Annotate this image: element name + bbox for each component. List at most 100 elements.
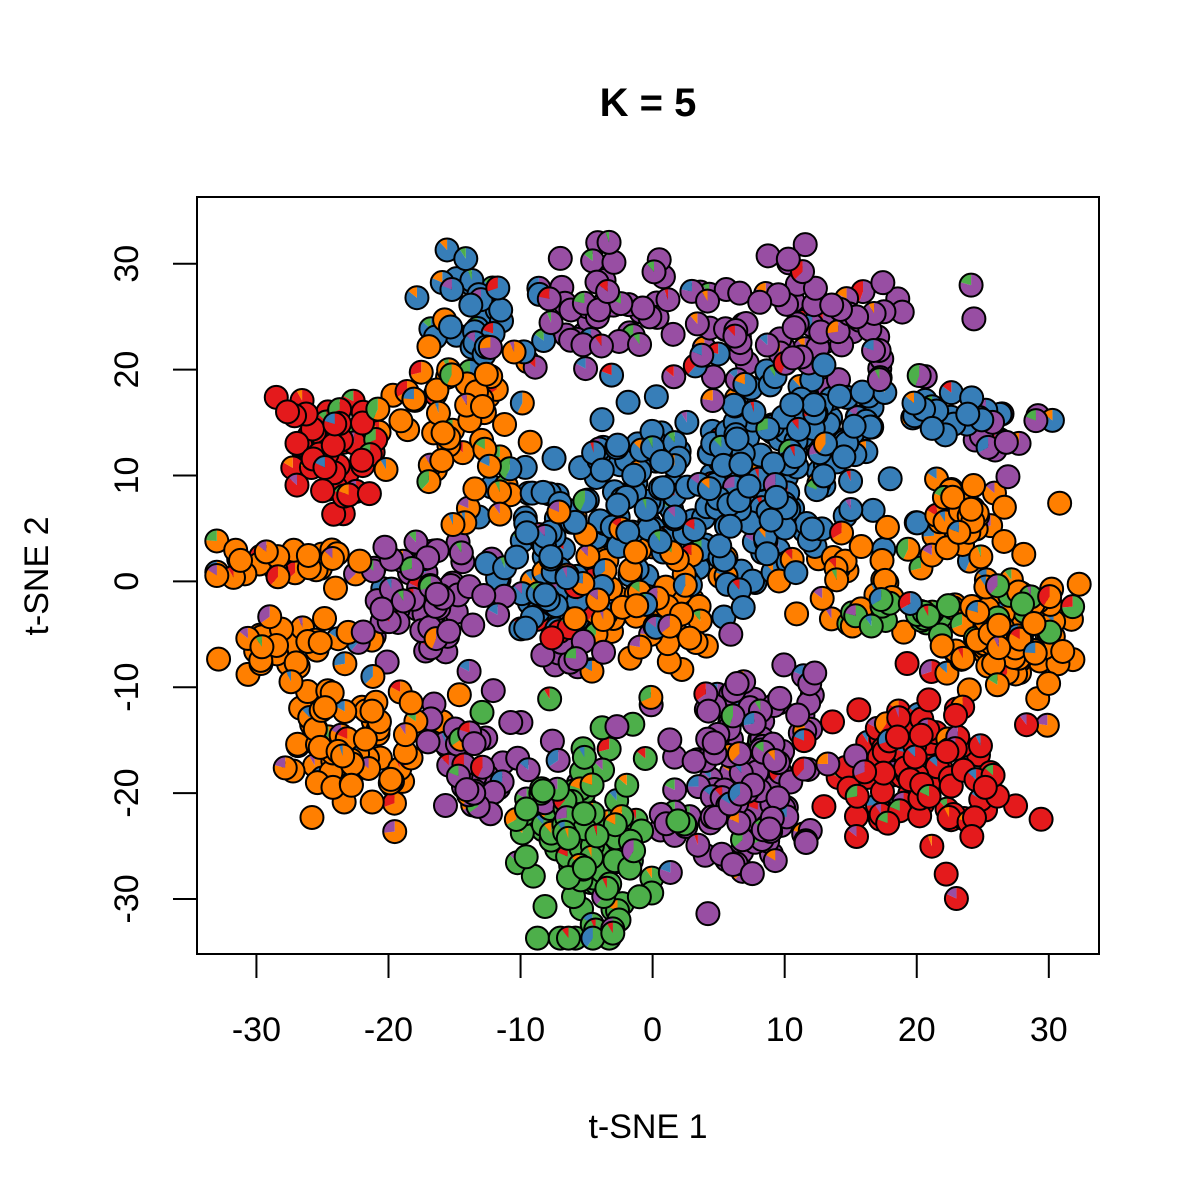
- data-point: [1060, 594, 1086, 620]
- data-point: [662, 504, 688, 530]
- data-point: [515, 757, 541, 783]
- data-point: [627, 634, 653, 660]
- data-point: [799, 516, 825, 542]
- data-point: [684, 311, 710, 337]
- x-tick-label: 10: [766, 1011, 804, 1049]
- data-point: [513, 796, 539, 822]
- data-point: [1028, 806, 1054, 832]
- data-point: [584, 823, 610, 849]
- data-point: [785, 702, 811, 728]
- data-point: [696, 476, 722, 502]
- data-point: [424, 581, 450, 607]
- data-point: [378, 766, 404, 792]
- data-point: [621, 462, 647, 488]
- data-point: [791, 728, 817, 754]
- data-point: [356, 481, 382, 507]
- data-point: [589, 407, 615, 433]
- data-point: [284, 472, 310, 498]
- x-tick-label: -20: [364, 1011, 413, 1049]
- y-tick-label: -10: [108, 663, 146, 712]
- data-point: [278, 669, 304, 695]
- data-point: [338, 772, 364, 798]
- data-point: [802, 275, 828, 301]
- data-point: [359, 698, 385, 724]
- data-point: [984, 573, 1010, 599]
- data-point: [868, 587, 894, 613]
- data-point: [1007, 626, 1033, 652]
- data-point: [786, 416, 812, 442]
- data-point: [657, 613, 683, 639]
- data-point: [373, 456, 399, 482]
- data-point: [632, 746, 658, 772]
- data-point: [440, 512, 466, 538]
- data-point: [352, 726, 378, 752]
- data-point: [1023, 408, 1049, 434]
- data-point: [765, 785, 791, 811]
- data-point: [662, 777, 688, 803]
- data-point: [755, 416, 781, 442]
- data-point: [936, 805, 962, 831]
- data-point: [448, 540, 474, 566]
- data-point: [815, 751, 841, 777]
- data-point: [563, 646, 589, 672]
- data-point: [991, 528, 1017, 554]
- data-point: [940, 484, 966, 510]
- y-axis-label: t-SNE 2: [18, 516, 56, 635]
- data-point: [660, 321, 686, 347]
- data-point: [359, 789, 385, 815]
- data-point: [1014, 712, 1040, 738]
- data-point: [579, 772, 605, 798]
- data-point: [415, 729, 441, 755]
- data-point: [841, 413, 867, 439]
- data-point: [943, 702, 969, 728]
- data-point: [485, 602, 511, 628]
- data-point: [758, 507, 784, 533]
- data-point: [392, 722, 418, 748]
- data-point: [330, 743, 356, 769]
- data-point: [253, 539, 279, 565]
- data-point: [536, 286, 562, 312]
- data-point: [599, 362, 625, 388]
- data-point: [831, 444, 857, 470]
- data-point: [524, 925, 550, 951]
- data-point: [1037, 584, 1063, 610]
- data-point: [967, 733, 993, 759]
- data-point: [312, 455, 338, 481]
- data-point: [477, 334, 503, 360]
- data-point: [469, 394, 495, 420]
- data-point: [408, 359, 434, 385]
- data-point: [812, 431, 838, 457]
- data-point: [657, 859, 683, 885]
- data-point: [897, 590, 923, 616]
- data-point: [439, 362, 465, 388]
- data-point: [322, 411, 348, 437]
- data-point: [672, 572, 698, 598]
- data-point: [895, 536, 921, 562]
- data-point: [469, 699, 495, 725]
- data-point: [891, 619, 917, 645]
- data-point: [514, 520, 540, 546]
- data-point: [497, 456, 523, 482]
- points-layer: [204, 229, 1092, 951]
- data-point: [993, 429, 1019, 455]
- data-point: [487, 479, 513, 505]
- data-point: [767, 685, 793, 711]
- data-point: [685, 832, 711, 858]
- data-point: [541, 445, 567, 471]
- data-point: [739, 861, 765, 887]
- data-point: [726, 741, 752, 767]
- data-point: [866, 367, 892, 393]
- data-point: [513, 844, 539, 870]
- data-point: [513, 615, 539, 641]
- data-point: [473, 361, 499, 387]
- data-point: [1047, 490, 1073, 516]
- data-point: [596, 736, 622, 762]
- data-point: [633, 496, 659, 522]
- data-point: [627, 331, 653, 357]
- data-point: [852, 759, 878, 785]
- data-point: [958, 272, 984, 298]
- data-point: [707, 533, 733, 559]
- data-point: [621, 838, 647, 864]
- data-point: [781, 315, 807, 341]
- y-tick-label: 0: [108, 572, 146, 591]
